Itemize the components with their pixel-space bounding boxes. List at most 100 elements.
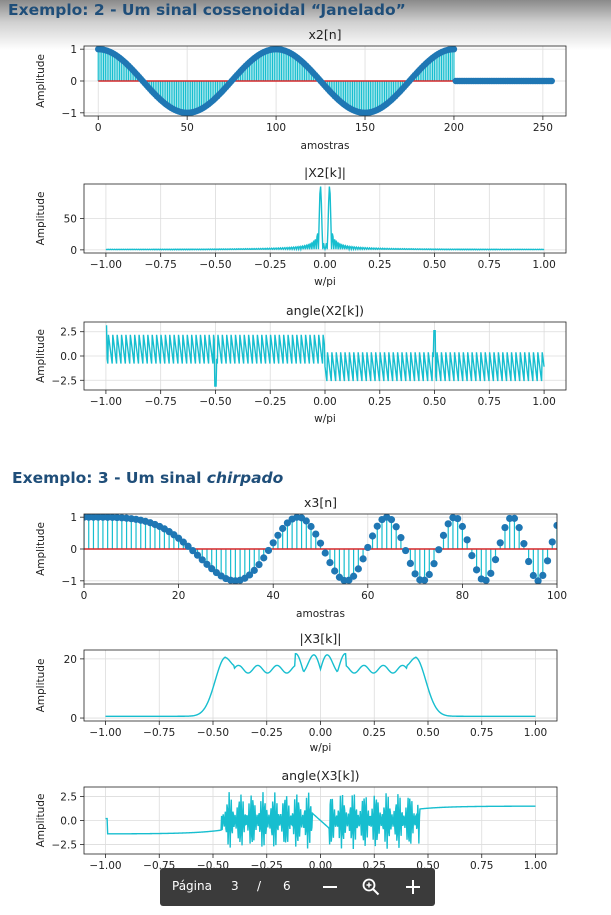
x-tick-label: 0.00: [313, 396, 336, 408]
x-tick-label: 80: [456, 590, 469, 602]
total-pages: 6: [283, 879, 291, 893]
example-3-heading-text: Exemplo: 3 - Um sinal: [12, 469, 207, 487]
x-tick-label: 20: [172, 590, 185, 602]
top-shadow: [0, 0, 611, 50]
zoom-in-icon-bar: [412, 880, 414, 894]
y-tick-label: 0: [70, 544, 77, 556]
stem-marker: [193, 551, 202, 559]
x-tick-label: 100: [547, 590, 567, 602]
plot-frame: [83, 183, 567, 254]
stem-marker: [501, 523, 509, 532]
stem-marker: [184, 542, 192, 550]
x-tick-label: 1.00: [524, 860, 547, 872]
stem-marker: [420, 576, 429, 584]
x-tick-label: 60: [361, 590, 374, 602]
y-tick-label: 0: [70, 713, 77, 725]
y-tick-label: 0: [70, 76, 77, 88]
stem-marker: [406, 559, 414, 567]
y-tick-label: −1: [62, 108, 77, 120]
stem-marker: [203, 560, 211, 568]
y-tick-label: 0: [70, 245, 77, 257]
zoom-out-icon[interactable]: [323, 886, 337, 888]
chart-5: −1.00 −0.75 −0.50 −0.25 0.00 0.25 0.50 0.75 1.00…: [35, 631, 558, 754]
stem-series: [95, 46, 555, 116]
stem-marker: [250, 566, 258, 574]
x-tick-label: 0.75: [478, 396, 501, 408]
stem-marker: [515, 524, 523, 532]
plot-frame: [83, 321, 567, 391]
chart-title: angle(X3[k]): [282, 768, 360, 783]
x-tick-label: 40: [267, 590, 280, 602]
y-tick-label: 50: [64, 214, 77, 226]
y-tick-label: 2.5: [60, 792, 77, 804]
x-tick-label: −0.50: [199, 259, 231, 271]
x-tick-label: −0.75: [145, 259, 177, 271]
stem-marker: [279, 524, 287, 533]
x-tick-label: 0: [95, 122, 102, 134]
x-tick-label: 0.50: [423, 396, 446, 408]
stem-marker: [345, 576, 353, 584]
x-tick-label: 0.50: [416, 727, 439, 739]
stem-marker: [302, 517, 310, 525]
stem-marker: [543, 557, 552, 565]
series-line: [105, 653, 536, 717]
stem-marker: [312, 530, 320, 538]
x-tick-label: 200: [444, 122, 464, 134]
x-tick-label: 1.00: [532, 259, 555, 271]
x-tick-label: 1.00: [524, 727, 547, 739]
x-tick-label: 250: [533, 122, 553, 134]
pdf-page-toolbar: Página 3 / 6: [160, 868, 435, 906]
stem-series: [84, 514, 557, 584]
x-tick-label: −1.00: [89, 727, 121, 739]
stem-marker: [397, 534, 405, 542]
stem-marker: [331, 567, 339, 575]
x-tick-label: −1.00: [90, 396, 122, 408]
example-3-heading-italic: chirpado: [206, 469, 284, 487]
chart-title: |X2[k]|: [304, 165, 346, 180]
stem-marker: [435, 546, 443, 554]
chart-2: −1.00 −0.75 −0.50 −0.25 0.00 0.25 0.50 0.75 1.00…: [35, 165, 567, 288]
stem-marker: [198, 556, 206, 564]
example-2-heading-text: Exemplo: 2 - Um sinal cossenoidal “Janel…: [8, 1, 406, 19]
x-tick-label: −1.00: [90, 259, 122, 271]
stem-marker: [354, 565, 362, 573]
example-3-heading: Exemplo: 3 - Um sinal chirpado: [12, 469, 283, 487]
stem-marker: [274, 531, 282, 539]
stem-marker: [189, 547, 197, 555]
stem-marker: [458, 522, 466, 531]
example-2-heading: Exemplo: 2 - Um sinal cossenoidal “Janel…: [8, 1, 406, 19]
stem-marker: [402, 546, 410, 555]
x-tick-label: −1.00: [89, 860, 121, 872]
stem-marker: [539, 571, 547, 580]
x-axis-label: w/pi: [314, 276, 336, 288]
y-tick-label: 2.5: [60, 327, 77, 339]
x-axis-label: w/pi: [310, 742, 332, 754]
stem-marker: [491, 556, 500, 564]
stem-marker: [454, 514, 462, 523]
plot-frame: [83, 513, 558, 585]
stem-marker: [487, 569, 495, 577]
y-tick-label: 1: [70, 512, 77, 524]
stem-marker: [208, 565, 216, 573]
plot-frame: [83, 649, 558, 722]
plot-frame: [83, 786, 558, 855]
stem-marker: [482, 576, 490, 584]
y-axis-label: Amplitude: [35, 54, 47, 108]
x-tick-label: −0.25: [251, 727, 283, 739]
x-axis-label: amostras: [296, 608, 345, 620]
y-tick-label: −2.5: [52, 839, 78, 851]
chart-1: 0 50 100 150 200 250 −1 0 1 x2[n] amostras Amplitud…: [35, 27, 567, 152]
stem-marker: [548, 77, 555, 85]
stem-marker: [392, 523, 400, 531]
y-axis-label: Amplitude: [35, 794, 47, 848]
y-axis-label: Amplitude: [35, 329, 47, 383]
y-tick-label: −2.5: [52, 375, 78, 387]
current-page-input[interactable]: 3: [231, 879, 239, 893]
x-tick-label: −0.75: [143, 727, 175, 739]
chart-title: angle(X2[k]): [286, 303, 364, 318]
zoom-fit-icon[interactable]: [362, 878, 380, 896]
stem-marker: [430, 560, 438, 568]
x-tick-label: 0: [81, 590, 88, 602]
x-tick-label: 0.25: [368, 396, 391, 408]
